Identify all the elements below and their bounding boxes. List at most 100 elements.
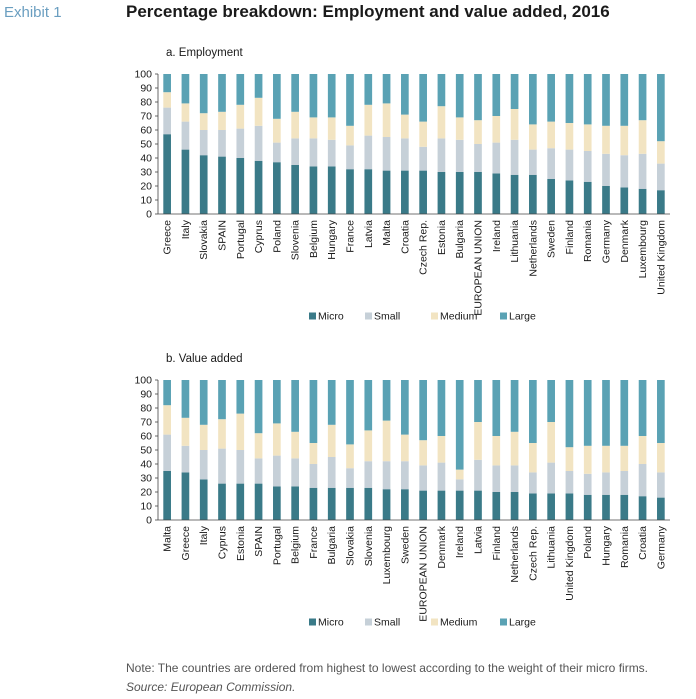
- chart-b-bar-germany-micro: [657, 497, 665, 520]
- chart-b-x-tick-label: France: [308, 526, 320, 559]
- chart-a-bar-latvia-micro: [364, 169, 373, 214]
- chart-a-legend-swatch-large: [500, 312, 507, 320]
- chart-a-bar-greece-large: [163, 74, 171, 93]
- chart-a-bar-united-kingdom-small: [657, 163, 665, 191]
- chart-a-bar-european-union-micro: [474, 172, 482, 214]
- chart-b-bar-cyprus-large: [218, 380, 226, 420]
- chart-b-bar-latvia-micro: [474, 490, 482, 520]
- chart-b-x-tick-label: Luxembourg: [381, 526, 393, 585]
- chart-b-bar-finland-large: [492, 380, 501, 436]
- chart-a-bar-portugal-medium: [236, 104, 245, 129]
- chart-b-bar-finland-medium: [492, 436, 501, 466]
- chart-a-bar-greece-medium: [163, 92, 171, 108]
- chart-a-bar-slovenia-large: [291, 74, 299, 112]
- chart-b-bar-croatia-large: [638, 380, 647, 436]
- chart-a-bar-ireland-micro: [492, 173, 501, 214]
- chart-b-bar-estonia-medium: [236, 413, 245, 450]
- chart-a-bar-denmark-medium: [620, 125, 629, 156]
- employment-chart: a. Employment 0 10 20 30 40 50 60 70 80 90 100 Greec…: [134, 47, 670, 323]
- chart-a-x-tick-label: Italy: [180, 219, 192, 239]
- chart-a-bar-romania-medium: [583, 124, 592, 151]
- chart-a-bar-france-micro: [346, 169, 354, 214]
- chart-a-bar-hungary-medium: [327, 117, 336, 140]
- chart-a-bar-sweden-small: [547, 148, 555, 179]
- chart-a-bar-romania-large: [583, 74, 592, 125]
- chart-b-bar-malta-large: [163, 380, 171, 406]
- chart-a-bar-estonia-micro: [437, 172, 446, 214]
- chart-b-legend-swatch-medium: [431, 618, 438, 626]
- chart-b-x-tick-label: Netherlands: [509, 526, 521, 583]
- chart-b-legend-label-large: Large: [509, 617, 536, 629]
- chart-a-bar-luxembourg-small: [638, 153, 647, 189]
- chart-b-bar-slovakia-large: [346, 380, 354, 445]
- chart-b-bar-croatia-small: [638, 464, 647, 497]
- chart-a-legend-label-medium: Medium: [440, 311, 478, 323]
- chart-a-bar-germany-small: [602, 153, 610, 186]
- chart-b-bar-sweden-medium: [401, 434, 409, 462]
- chart-b-bar-netherlands-small: [510, 465, 519, 492]
- chart-a-x-tick-label: Denmark: [619, 219, 631, 262]
- chart-b-x-tick-label: Malta: [162, 526, 174, 552]
- chart-b-bar-bulgaria-medium: [327, 424, 336, 457]
- chart-b-bar-estonia-small: [236, 450, 245, 484]
- chart-b-bar-latvia-large: [474, 380, 482, 422]
- chart-a-y-tick-label: 40: [140, 153, 152, 165]
- chart-b-bar-luxembourg-small: [382, 461, 391, 490]
- chart-b-legend-swatch-large: [500, 618, 507, 626]
- chart-b-bar-lithuania-large: [547, 380, 555, 422]
- chart-b-bar-bulgaria-micro: [327, 487, 336, 520]
- chart-a-bar-slovakia-large: [199, 74, 208, 114]
- chart-a-legend-label-small: Small: [374, 311, 400, 323]
- chart-b-x-tick-label: Finland: [491, 526, 503, 561]
- chart-b-legend-swatch-small: [365, 618, 372, 626]
- chart-a-x-tick-label: Finland: [564, 220, 576, 255]
- chart-b-bar-bulgaria-large: [327, 380, 336, 425]
- chart-a-bar-slovenia-micro: [291, 165, 299, 214]
- chart-a-bar-france-small: [346, 145, 354, 170]
- chart-b-title: b. Value added: [166, 353, 243, 365]
- chart-a-bar-european-union-medium: [474, 120, 482, 144]
- chart-b-bar-czech-rep-medium: [529, 443, 537, 473]
- chart-b-bar-slovenia-medium: [364, 430, 373, 462]
- chart-a-bar-croatia-medium: [401, 114, 409, 139]
- chart-a-bar-italy-micro: [181, 149, 190, 214]
- chart-a-bar-bulgaria-medium: [455, 117, 464, 140]
- chart-a-bar-slovakia-medium: [199, 113, 208, 130]
- chart-a-bar-croatia-small: [401, 138, 409, 171]
- chart-b-x-tick-label: Belgium: [290, 526, 302, 564]
- chart-a-x-tick-label: Romania: [582, 220, 594, 262]
- chart-a-bar-czech-rep-large: [419, 74, 427, 122]
- chart-b-x-tick-label: Germany: [655, 525, 667, 569]
- chart-a-bar-poland-small: [273, 142, 281, 163]
- chart-a-x-tick-label: Netherlands: [527, 220, 539, 277]
- chart-a-bar-netherlands-large: [529, 74, 537, 125]
- chart-a-legend-swatch-medium: [431, 312, 438, 320]
- chart-b-bar-denmark-micro: [437, 490, 446, 520]
- chart-a-x-tick-label: Ireland: [491, 220, 503, 252]
- chart-b-y-tick-label: 20: [140, 487, 152, 499]
- chart-a-x-tick-label: Cyprus: [253, 220, 265, 253]
- chart-b-x-tick-label: Poland: [582, 526, 594, 559]
- chart-a-bar-germany-large: [602, 74, 610, 126]
- chart-a-x-tick-label: EUROPEAN UNION: [473, 220, 485, 316]
- chart-a-bar-bulgaria-large: [455, 74, 464, 118]
- chart-a-bar-bulgaria-micro: [455, 172, 464, 214]
- chart-b-bar-united-kingdom-medium: [565, 447, 574, 471]
- chart-b-legend-label-micro: Micro: [318, 617, 344, 629]
- chart-a-y-tick-label: 10: [140, 195, 152, 207]
- chart-a-bar-greece-micro: [163, 134, 171, 214]
- chart-b-bar-estonia-large: [236, 380, 245, 414]
- chart-b-y-tick-label: 40: [140, 459, 152, 471]
- chart-b-y-tick-label: 50: [140, 445, 152, 457]
- chart-b-y-tick-label: 0: [146, 515, 152, 527]
- chart-a-bar-czech-rep-small: [419, 146, 427, 171]
- chart-b-bar-denmark-medium: [437, 436, 446, 463]
- chart-b-bar-ireland-medium: [455, 469, 464, 480]
- chart-a-bar-sweden-micro: [547, 179, 555, 214]
- chart-a-bar-croatia-micro: [401, 170, 409, 214]
- chart-a-bar-portugal-micro: [236, 158, 245, 214]
- chart-a-x-tick-label: Belgium: [308, 220, 320, 258]
- chart-a-bar-france-medium: [346, 125, 354, 146]
- chart-b-bar-france-micro: [309, 487, 318, 520]
- chart-a-bar-poland-large: [273, 74, 281, 119]
